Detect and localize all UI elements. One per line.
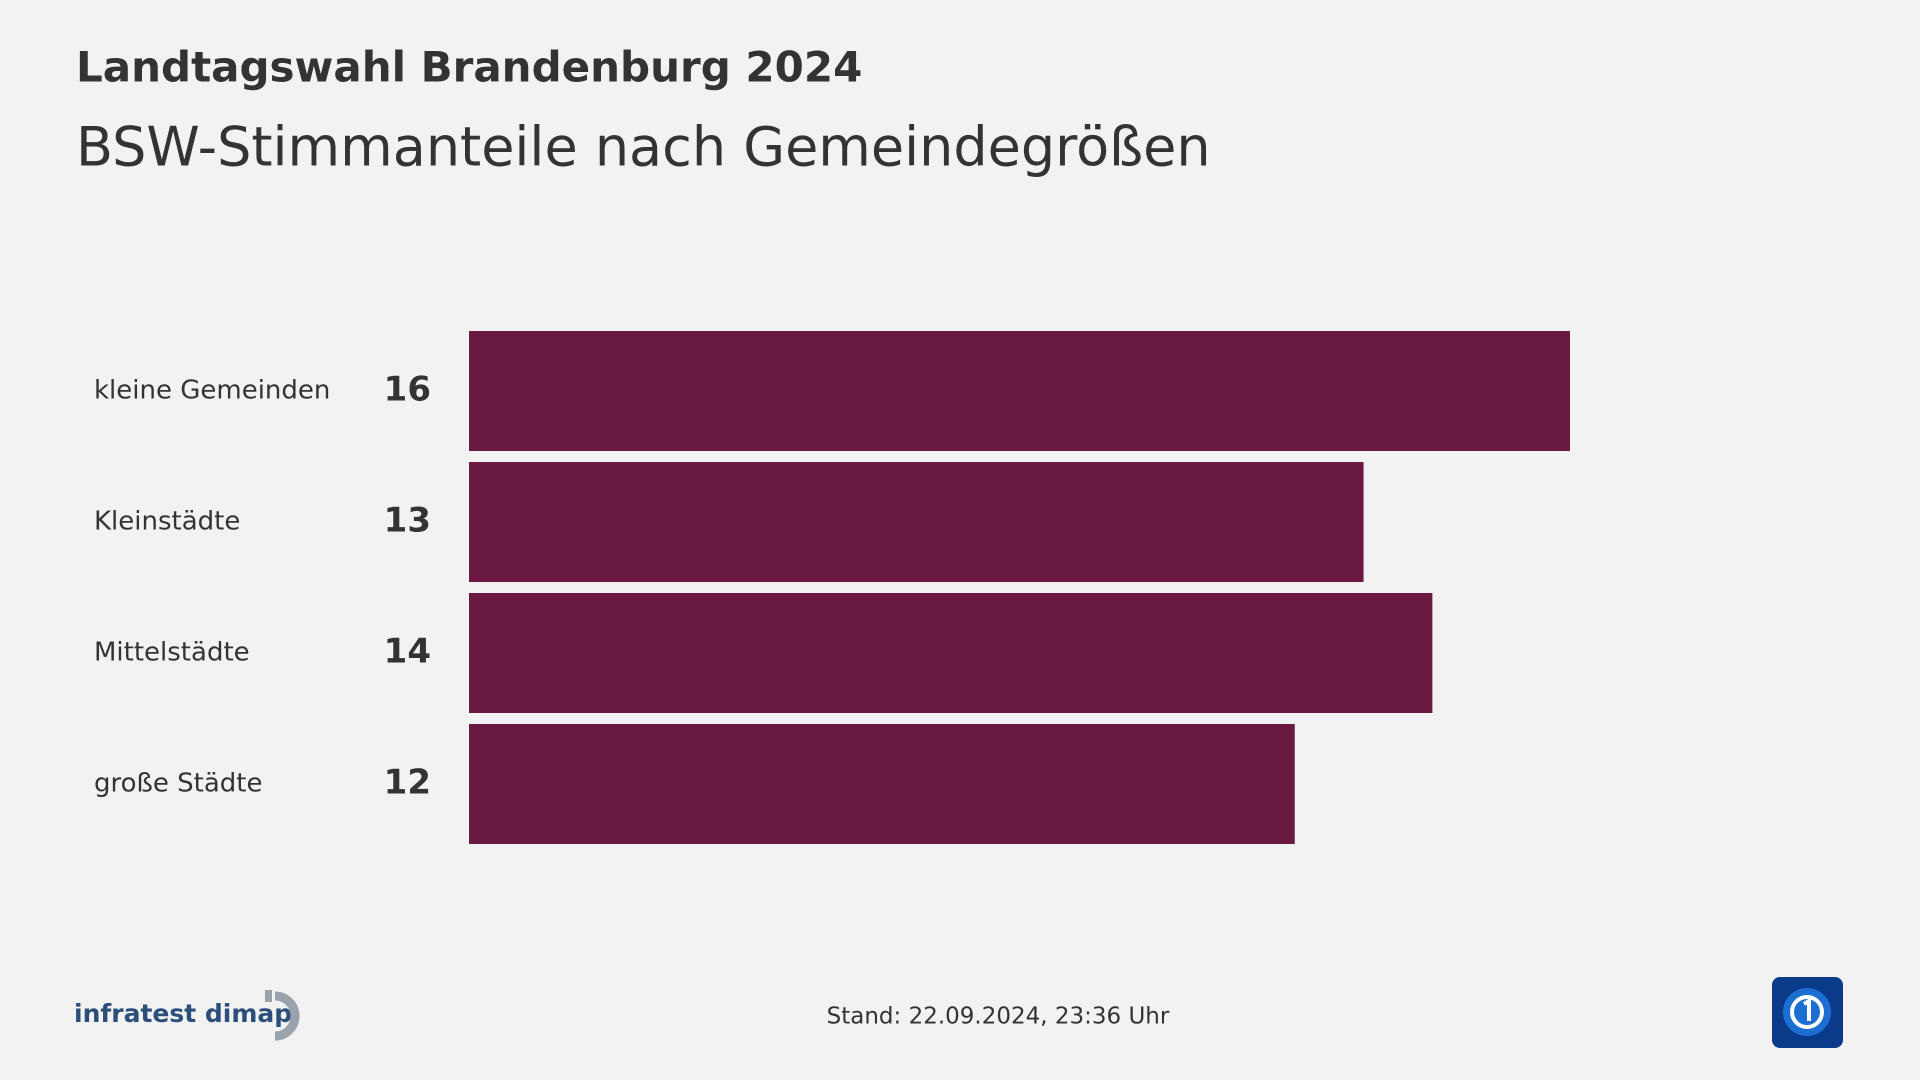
- chart-title: Landtagswahl Brandenburg 2024: [76, 43, 862, 92]
- bar: [469, 462, 1364, 582]
- chart-subtitle: BSW-Stimmanteile nach Gemeindegrößen: [76, 116, 1211, 179]
- category-label: große Städte: [94, 769, 263, 799]
- bar: [469, 724, 1295, 844]
- timestamp: Stand: 22.09.2024, 23:36 Uhr: [827, 1004, 1170, 1030]
- value-label: 14: [384, 632, 431, 672]
- source-logo-icon: [265, 990, 300, 1041]
- category-label: kleine Gemeinden: [94, 376, 330, 406]
- value-label: 16: [384, 370, 431, 410]
- source-logo-text: infratest dimap: [74, 999, 292, 1028]
- bar: [469, 593, 1433, 713]
- bar: [469, 331, 1570, 451]
- category-label: Kleinstädte: [94, 507, 240, 537]
- category-label: Mittelstädte: [94, 638, 250, 668]
- broadcaster-logo: [1772, 977, 1843, 1048]
- value-label: 12: [384, 763, 431, 803]
- value-label: 13: [384, 501, 431, 541]
